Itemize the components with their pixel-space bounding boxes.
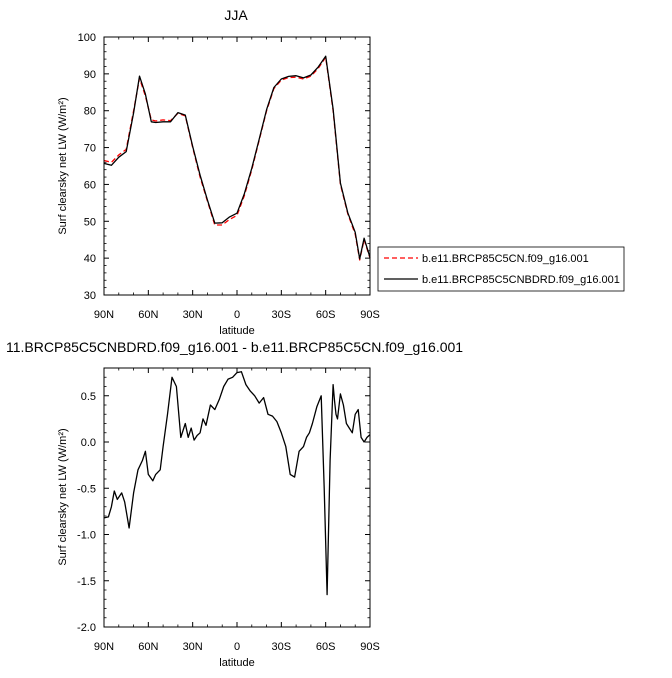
bottom-panel: 11.BRCP85C5CNBDRD.f09_g16.001 - b.e11.BR… [6, 339, 463, 669]
legend-label-series-2: b.e11.BRCP85C5CNBDRD.f09_g16.001 [422, 274, 620, 286]
top-x-tick-label: 60S [316, 309, 336, 321]
bottom-x-tick-label: 90S [360, 641, 380, 653]
bottom-y-tick-label: -1.0 [77, 530, 96, 542]
bottom-y-tick-label: -2.0 [77, 622, 96, 634]
bottom-axis-ticks: 90N 60N 30N 0 30S 60S 90S -2.0 -1.5 -1.0 -0.5 0.0 0.… [77, 367, 380, 653]
top-series-line-2 [103, 55, 371, 260]
top-y-tick-label: 40 [84, 253, 96, 265]
top-y-tick-label: 50 [84, 216, 96, 228]
top-y-tick-label: 60 [84, 179, 96, 191]
top-y-tick-label: 80 [84, 106, 96, 118]
bottom-x-tick-label: 60N [138, 641, 158, 653]
top-panel: JJA 90N 60N 30N 0 30S 60S 90S 30 40 50 60 70 80 90 100… [57, 7, 380, 337]
bottom-x-tick-label: 0 [234, 641, 240, 653]
top-x-tick-label: 90S [360, 309, 380, 321]
top-y-tick-label: 70 [84, 143, 96, 155]
top-x-tick-label: 0 [234, 309, 240, 321]
bottom-x-tick-label: 90N [94, 641, 114, 653]
top-y-axis-label: Surf clearsky net LW (W/m²) [57, 97, 69, 234]
top-plot-area [103, 55, 371, 261]
legend: b.e11.BRCP85C5CN.f09_g16.001 b.e11.BRCP8… [377, 246, 625, 292]
top-x-tick-label: 30N [183, 309, 203, 321]
top-chart-title: JJA [224, 7, 248, 23]
top-x-tick-label: 90N [94, 309, 114, 321]
bottom-series-line-1 [103, 371, 371, 596]
legend-box [377, 246, 625, 292]
bottom-y-tick-label: 0.5 [81, 391, 96, 403]
bottom-x-axis-label: latitude [219, 657, 254, 669]
bottom-chart-title: 11.BRCP85C5CNBDRD.f09_g16.001 - b.e11.BR… [6, 339, 463, 355]
top-y-tick-label: 90 [84, 69, 96, 81]
bottom-plot-area [103, 371, 371, 596]
bottom-plot-frame [103, 367, 371, 628]
top-axis-ticks: 90N 60N 30N 0 30S 60S 90S 30 40 50 60 70 80 90 100 [78, 32, 380, 321]
top-plot-frame [103, 36, 371, 296]
bottom-y-axis-label: Surf clearsky net LW (W/m²) [57, 428, 69, 565]
bottom-x-tick-label: 30S [272, 641, 292, 653]
bottom-x-tick-label: 30N [183, 641, 203, 653]
top-y-tick-label: 100 [78, 32, 96, 44]
top-x-tick-label: 30S [272, 309, 292, 321]
top-x-tick-label: 60N [138, 309, 158, 321]
bottom-y-tick-label: -0.5 [77, 483, 96, 495]
top-x-axis-label: latitude [219, 325, 254, 337]
bottom-x-tick-label: 60S [316, 641, 336, 653]
legend-label-series-1: b.e11.BRCP85C5CN.f09_g16.001 [422, 253, 589, 265]
bottom-y-tick-label: -1.5 [77, 576, 96, 588]
bottom-y-tick-label: 0.0 [81, 437, 96, 449]
top-y-tick-label: 30 [84, 290, 96, 302]
